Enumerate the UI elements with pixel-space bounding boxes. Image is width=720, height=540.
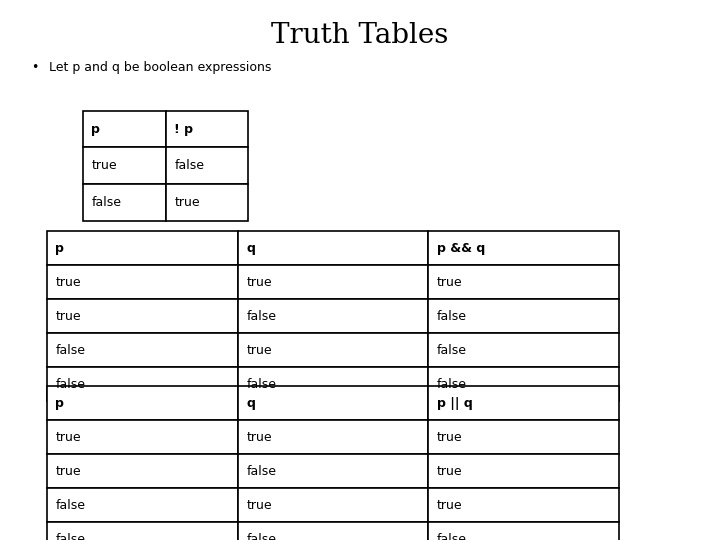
Text: p || q: p || q [437,396,473,410]
Bar [428,454,619,488]
Bar [83,111,166,147]
Bar [47,386,238,420]
Text: false: false [437,309,467,323]
Text: p: p [55,241,64,255]
Text: •: • [31,61,38,74]
Text: false: false [55,532,86,540]
Text: false: false [246,464,276,478]
Bar [428,299,619,333]
Bar [83,147,166,184]
Text: true: true [55,464,81,478]
Bar [47,454,238,488]
Text: false: false [174,159,204,172]
Bar [166,111,248,147]
Text: true: true [437,430,463,444]
Bar [238,265,428,299]
Text: false: false [437,377,467,391]
Bar [428,265,619,299]
Bar [166,147,248,184]
Bar [47,420,238,454]
Bar [238,420,428,454]
Bar [238,231,428,265]
Text: false: false [55,498,86,512]
Bar [428,367,619,401]
Bar [238,522,428,540]
Bar [238,299,428,333]
Text: true: true [437,275,463,289]
Text: true: true [246,430,272,444]
Text: false: false [246,532,276,540]
Bar [47,265,238,299]
Bar [83,184,166,221]
Text: Let p and q be boolean expressions: Let p and q be boolean expressions [49,61,271,74]
Text: true: true [91,159,117,172]
Bar [47,299,238,333]
Text: false: false [91,196,122,209]
Text: p: p [55,396,64,410]
Text: true: true [55,275,81,289]
Text: false: false [437,343,467,357]
Text: false: false [246,309,276,323]
Text: q: q [246,241,255,255]
Bar [238,454,428,488]
Bar [238,367,428,401]
Text: true: true [246,498,272,512]
Bar [47,522,238,540]
Text: false: false [55,377,86,391]
Bar [47,333,238,367]
Text: p && q: p && q [437,241,485,255]
Text: true: true [246,343,272,357]
Bar [428,333,619,367]
Bar [428,231,619,265]
Bar [47,231,238,265]
Text: false: false [246,377,276,391]
Bar [428,386,619,420]
Text: q: q [246,396,255,410]
Text: true: true [437,498,463,512]
Text: ! p: ! p [174,123,193,136]
Text: Truth Tables: Truth Tables [271,22,449,49]
Bar [238,386,428,420]
Text: false: false [437,532,467,540]
Text: false: false [55,343,86,357]
Bar [238,488,428,522]
Bar [47,367,238,401]
Text: true: true [246,275,272,289]
Text: true: true [437,464,463,478]
Bar [47,488,238,522]
Text: p: p [91,123,100,136]
Bar [428,420,619,454]
Text: true: true [55,309,81,323]
Bar [428,522,619,540]
Bar [428,488,619,522]
Bar [166,184,248,221]
Text: true: true [174,196,200,209]
Bar [238,333,428,367]
Text: true: true [55,430,81,444]
